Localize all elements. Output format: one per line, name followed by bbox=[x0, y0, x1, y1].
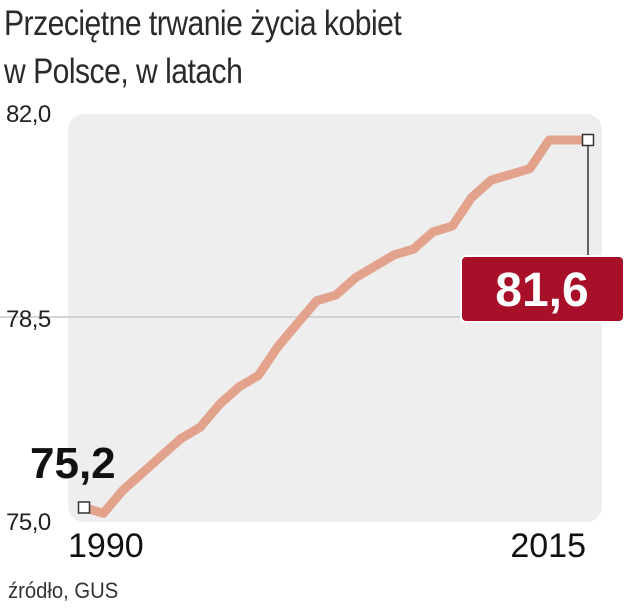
end-value-label: 81,6 bbox=[495, 264, 588, 317]
end-value-badge: 81,6 bbox=[460, 255, 625, 323]
chart-title: Przeciętne trwanie życia kobiet w Polsce… bbox=[4, 0, 402, 96]
data-point-1997 bbox=[219, 403, 221, 405]
data-point-1991 bbox=[102, 512, 104, 514]
data-point-1999 bbox=[258, 374, 259, 376]
data-point-2010 bbox=[471, 196, 473, 198]
data-point-1992 bbox=[122, 489, 124, 491]
x-tick-label-1990: 1990 bbox=[68, 527, 144, 565]
data-point-2000 bbox=[277, 346, 279, 348]
data-point-2008 bbox=[432, 231, 434, 233]
data-point-1996 bbox=[199, 426, 201, 428]
chart-title-line1: Przeciętne trwanie życia kobiet bbox=[4, 4, 402, 43]
data-point-2003 bbox=[335, 294, 337, 296]
start-value-label: 75,2 bbox=[30, 439, 116, 488]
data-point-2012 bbox=[510, 173, 511, 175]
data-point-2006 bbox=[393, 254, 395, 256]
source-note: źródło, GUS bbox=[8, 578, 119, 603]
data-point-2001 bbox=[296, 323, 298, 325]
end-value-badge-bg bbox=[460, 255, 625, 323]
data-point-2004 bbox=[354, 277, 356, 279]
data-point-1995 bbox=[180, 438, 182, 440]
y-tick-label-82: 82,0 bbox=[6, 101, 51, 128]
y-tick-label-75: 75,0 bbox=[6, 509, 51, 536]
data-point-1994 bbox=[161, 455, 162, 457]
data-point-2013 bbox=[529, 168, 531, 170]
start-marker bbox=[77, 501, 91, 514]
data-point-2002 bbox=[316, 300, 318, 302]
x-tick-label-2015: 2015 bbox=[510, 527, 586, 565]
data-point-1993 bbox=[141, 472, 143, 474]
data-point-2007 bbox=[413, 248, 414, 250]
end-marker bbox=[581, 133, 595, 147]
chart-title-line2: w Polsce, w latach bbox=[4, 52, 243, 91]
data-point-1998 bbox=[238, 386, 240, 388]
data-point-2005 bbox=[374, 265, 376, 267]
data-point-2009 bbox=[451, 225, 453, 227]
data-point-2015 bbox=[568, 139, 570, 141]
data-point-2011 bbox=[490, 179, 492, 181]
y-tick-label-78-5: 78,5 bbox=[6, 306, 51, 333]
data-point-2014 bbox=[548, 139, 550, 141]
